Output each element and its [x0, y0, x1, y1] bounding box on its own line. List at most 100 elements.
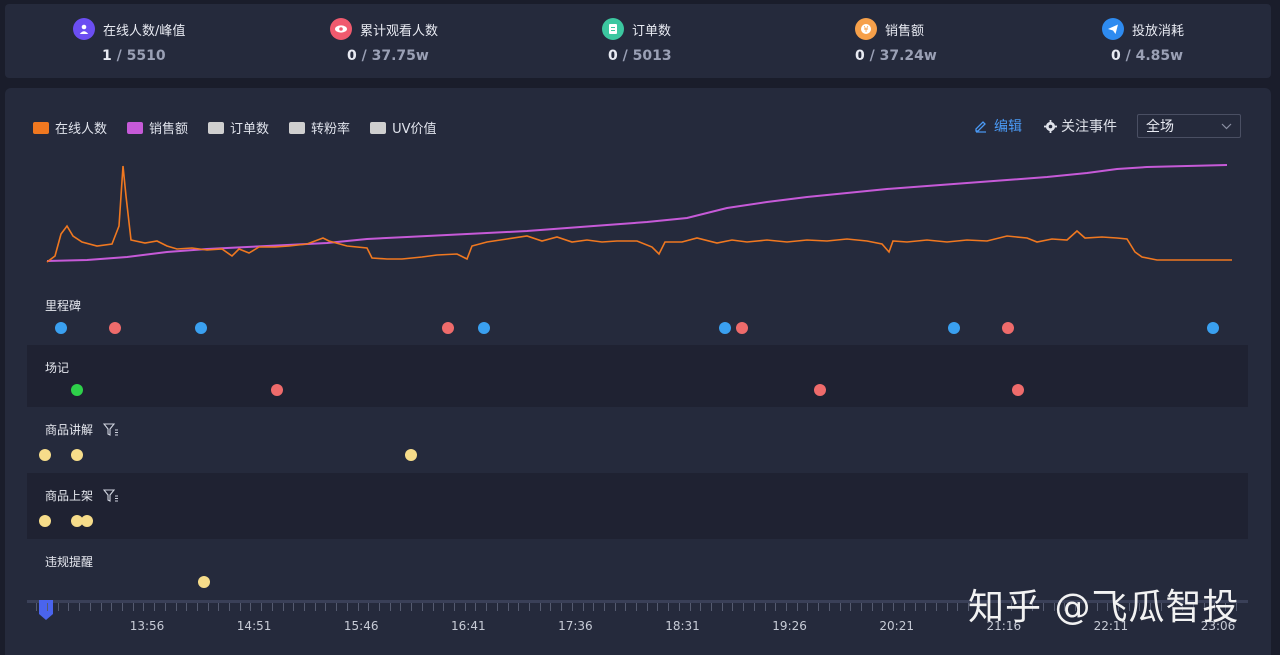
axis-tick: [218, 603, 220, 611]
event-dot[interactable]: [405, 449, 417, 461]
event-dot[interactable]: [1002, 322, 1014, 334]
axis-tick: [47, 603, 48, 611]
axis-tick: [1128, 603, 1130, 611]
event-dot[interactable]: [71, 384, 83, 396]
timeline-handle[interactable]: [39, 600, 53, 620]
edit-label: 编辑: [994, 119, 1022, 135]
stat-label: 累计观看人数: [360, 23, 439, 39]
axis-tick: [1160, 603, 1162, 611]
event-dot[interactable]: [442, 322, 454, 334]
legend-swatch: [127, 121, 144, 134]
axis-tick: [346, 603, 348, 611]
axis-tick: [389, 603, 391, 611]
axis-tick: [732, 603, 734, 611]
filter-icon[interactable]: [103, 488, 119, 503]
event-dot[interactable]: [478, 322, 490, 334]
event-dot[interactable]: [81, 515, 93, 527]
axis-tick-label: 20:21: [879, 619, 914, 633]
stat-peak: 5013: [632, 48, 672, 64]
legend-label: 销售额: [149, 122, 189, 137]
scope-select[interactable]: 全场: [1137, 114, 1241, 138]
legend-swatch: [208, 121, 225, 134]
axis-tick: [400, 603, 402, 611]
axis-tick: [1000, 603, 1002, 611]
axis-tick: [571, 603, 573, 611]
eye-icon: [330, 18, 352, 40]
axis-tick: [1053, 603, 1055, 611]
axis-tick: [293, 603, 295, 611]
event-dot[interactable]: [71, 449, 83, 461]
watermark: 知乎 @飞瓜智投: [968, 587, 1240, 628]
track-name: 里程碑: [45, 299, 82, 313]
pencil-icon: [975, 121, 986, 133]
axis-tick: [143, 603, 145, 611]
event-dot[interactable]: [109, 322, 121, 334]
axis-tick: [989, 603, 991, 611]
stat-value: 1 / 5510: [102, 48, 166, 64]
event-dot[interactable]: [1207, 322, 1219, 334]
axis-tick: [1010, 603, 1012, 611]
axis-tick: [304, 603, 306, 611]
axis-tick: [507, 603, 509, 611]
axis-tick: [121, 603, 123, 611]
axis-tick: [711, 603, 713, 611]
axis-tick: [68, 603, 70, 611]
main-panel: 在线人数 销售额 订单数 转粉率 UV价值 编辑 关注事件 全场 里程碑: [5, 88, 1271, 655]
legend-fan-rate[interactable]: 转粉率: [289, 118, 350, 137]
filter-icon[interactable]: [103, 422, 119, 437]
stats-bar: 在线人数/峰值 1 / 5510 累计观看人数 0 / 37.75w 订单数 0…: [5, 4, 1271, 78]
axis-tick-label: 19:26: [772, 619, 807, 633]
track-title: 里程碑: [45, 297, 81, 314]
axis-tick-label: 14:51: [236, 619, 272, 633]
axis-tick: [828, 603, 830, 611]
event-dot[interactable]: [814, 384, 826, 396]
event-dot[interactable]: [71, 515, 83, 527]
legend-orders[interactable]: 订单数: [208, 118, 269, 137]
event-dot[interactable]: [198, 576, 210, 588]
time-axis[interactable]: 13:56 14:51 15:46 16:41 17:36 18:31 19:26 20:21…: [27, 600, 1248, 645]
axis-tick: [239, 603, 241, 611]
legend-online[interactable]: 在线人数: [33, 118, 107, 137]
axis-tick: [593, 603, 595, 611]
yen-icon: ¥: [855, 18, 877, 40]
event-dot[interactable]: [39, 449, 51, 461]
event-dot[interactable]: [39, 515, 51, 527]
axis-tick: [893, 603, 895, 611]
chart-legend: 在线人数 销售额 订单数 转粉率 UV价值: [33, 118, 456, 137]
axis-tick: [1064, 603, 1066, 611]
edit-button[interactable]: 编辑: [974, 116, 1022, 136]
event-dot[interactable]: [736, 322, 748, 334]
event-dot[interactable]: [719, 322, 731, 334]
axis-tick: [957, 603, 959, 611]
event-dot[interactable]: [195, 322, 207, 334]
axis-tick: [528, 603, 530, 611]
axis-tick-label: 23:06: [1200, 619, 1236, 633]
axis-tick: [764, 603, 766, 611]
stat-value: 0 / 4.85w: [1111, 48, 1184, 64]
axis-tick: [1021, 603, 1023, 611]
event-dot[interactable]: [271, 384, 283, 396]
track-title: 商品上架: [45, 487, 119, 504]
axis-tick-label: 18:31: [665, 619, 700, 633]
legend-uv-value[interactable]: UV价值: [370, 118, 436, 137]
track-milestone: 里程碑: [27, 283, 1248, 345]
axis-tick: [164, 603, 166, 611]
stat-value: 0 / 5013: [608, 48, 672, 64]
axis-tick: [539, 603, 541, 611]
axis-tick: [1214, 603, 1216, 611]
legend-sales[interactable]: 销售额: [127, 118, 188, 137]
event-dot[interactable]: [1012, 384, 1024, 396]
axis-tick: [582, 603, 584, 611]
stat-label: 订单数: [632, 23, 672, 39]
axis-tick: [1203, 603, 1205, 611]
stat-sales: ¥ 销售额 0 / 37.24w: [855, 4, 1075, 78]
axis-tick: [1096, 603, 1098, 611]
chart-toolbar: 编辑 关注事件 全场: [974, 114, 1241, 138]
axis-tick: [411, 603, 413, 611]
stat-label: 在线人数/峰值: [103, 23, 186, 39]
axis-tick: [282, 603, 284, 611]
axis-tick: [646, 603, 648, 611]
event-dot[interactable]: [55, 322, 67, 334]
event-dot[interactable]: [948, 322, 960, 334]
focus-events-button[interactable]: 关注事件: [1044, 116, 1117, 136]
